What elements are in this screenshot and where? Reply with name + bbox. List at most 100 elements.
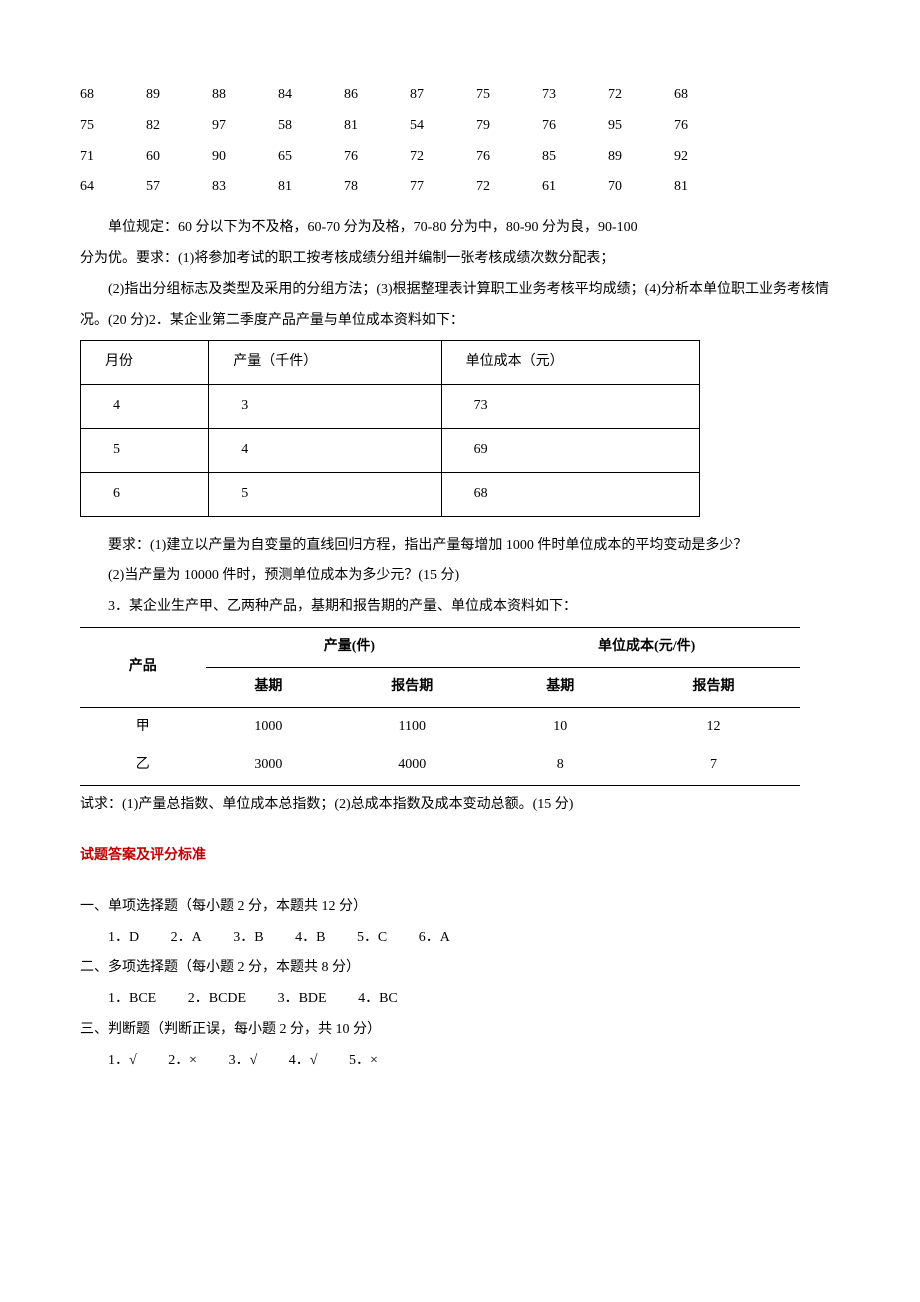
score-cell: 73 — [542, 80, 608, 111]
paragraph-q3: 3．某企业生产甲、乙两种产品，基期和报告期的产量、单位成本资料如下： — [80, 592, 840, 623]
table-cell: 12 — [627, 707, 800, 746]
ans2-4: 4．BC — [358, 991, 398, 1006]
ans2-1: 1．BCE — [108, 991, 156, 1006]
score-cell: 86 — [344, 80, 410, 111]
score-cell: 89 — [608, 142, 674, 173]
score-cell: 76 — [476, 142, 542, 173]
score-cell: 57 — [146, 172, 212, 203]
table-cell: 5 — [209, 472, 441, 516]
ans3-5: 5．× — [349, 1053, 378, 1068]
score-cell: 71 — [80, 142, 146, 173]
ans1-4: 4．B — [295, 930, 325, 945]
table-cell: 68 — [441, 472, 699, 516]
score-cell: 70 — [608, 172, 674, 203]
table-row: 5469 — [81, 428, 700, 472]
ans2-3: 3．BDE — [278, 991, 327, 1006]
ans1-1: 1．D — [108, 930, 139, 945]
table-cell: 1100 — [331, 707, 493, 746]
score-cell: 75 — [80, 111, 146, 142]
score-cell: 82 — [146, 111, 212, 142]
table1-header-month: 月份 — [81, 341, 209, 385]
paragraph-q2: (2)当产量为 10000 件时，预测单位成本为多少元？(15 分) — [80, 561, 840, 592]
paragraph-q1: 要求：(1)建立以产量为自变量的直线回归方程，指出产量每增加 1000 件时单位… — [80, 531, 840, 562]
table-row: 6568 — [81, 472, 700, 516]
t2-output-header: 产量(件) — [206, 627, 494, 667]
score-cell: 77 — [410, 172, 476, 203]
table-row: 甲100011001012 — [80, 707, 800, 746]
table2-body: 甲100011001012乙3000400087 — [80, 707, 800, 786]
table-row: 4373 — [81, 385, 700, 429]
t2-product-header: 产品 — [80, 627, 206, 707]
t2-cost-header: 单位成本(元/件) — [493, 627, 800, 667]
score-cell: 54 — [410, 111, 476, 142]
section1-answers: 1．D 2．A 3．B 4．B 5．C 6．A — [80, 923, 840, 954]
section2-answers: 1．BCE 2．BCDE 3．BDE 4．BC — [80, 984, 840, 1015]
score-cell: 76 — [542, 111, 608, 142]
score-cell: 88 — [212, 80, 278, 111]
score-cell: 95 — [608, 111, 674, 142]
score-grid-body: 6889888486877573726875829758815479769576… — [80, 80, 740, 203]
ans1-6: 6．A — [419, 930, 450, 945]
table-cell: 73 — [441, 385, 699, 429]
score-cell: 87 — [410, 80, 476, 111]
paragraph-req1: 分为优。要求：(1)将参加考试的职工按考核成绩分组并编制一张考核成绩次数分配表； — [80, 244, 840, 275]
table-cell: 乙 — [80, 746, 206, 785]
paragraph-req2: (2)指出分组标志及类型及采用的分组方法；(3)根据整理表计算职工业务考核平均成… — [80, 275, 840, 337]
score-cell: 72 — [410, 142, 476, 173]
section3-title: 三、判断题（判断正误，每小题 2 分，共 10 分） — [80, 1015, 840, 1046]
score-cell: 97 — [212, 111, 278, 142]
table1-body: 437354696568 — [81, 385, 700, 516]
table-cell: 5 — [81, 428, 209, 472]
answer-key-title: 试题答案及评分标准 — [80, 841, 840, 872]
ans1-5: 5．C — [357, 930, 387, 945]
paragraph-rule: 单位规定：60 分以下为不及格，60-70 分为及格，70-80 分为中，80-… — [80, 213, 840, 244]
ans3-4: 4．√ — [289, 1053, 318, 1068]
score-cell: 65 — [278, 142, 344, 173]
table-cell: 4 — [209, 428, 441, 472]
section3-answers: 1．√ 2．× 3．√ 4．√ 5．× — [80, 1046, 840, 1077]
score-cell: 90 — [212, 142, 278, 173]
section1-title: 一、单项选择题（每小题 2 分，本题共 12 分） — [80, 892, 840, 923]
score-cell: 92 — [674, 142, 740, 173]
score-cell: 72 — [608, 80, 674, 111]
t2-base1: 基期 — [206, 667, 332, 707]
paragraph-q4: 试求：(1)产量总指数、单位成本总指数；(2)总成本指数及成本变动总额。(15 … — [80, 790, 840, 821]
score-cell: 81 — [674, 172, 740, 203]
table-row: 乙3000400087 — [80, 746, 800, 785]
score-row: 68898884868775737268 — [80, 80, 740, 111]
score-cell: 68 — [80, 80, 146, 111]
table1-header-output: 产量（千件） — [209, 341, 441, 385]
score-cell: 89 — [146, 80, 212, 111]
score-row: 64578381787772617081 — [80, 172, 740, 203]
score-cell: 78 — [344, 172, 410, 203]
table-cell: 6 — [81, 472, 209, 516]
score-cell: 61 — [542, 172, 608, 203]
table1-header-cost: 单位成本（元） — [441, 341, 699, 385]
score-cell: 58 — [278, 111, 344, 142]
ans1-3: 3．B — [233, 930, 263, 945]
table-cell: 甲 — [80, 707, 206, 746]
table-cell: 1000 — [206, 707, 332, 746]
score-cell: 84 — [278, 80, 344, 111]
score-cell: 60 — [146, 142, 212, 173]
score-row: 75829758815479769576 — [80, 111, 740, 142]
score-cell: 83 — [212, 172, 278, 203]
score-cell: 81 — [344, 111, 410, 142]
table-cell: 3000 — [206, 746, 332, 785]
ans3-3: 3．√ — [229, 1053, 258, 1068]
score-cell: 64 — [80, 172, 146, 203]
score-cell: 72 — [476, 172, 542, 203]
ans3-2: 2．× — [168, 1053, 197, 1068]
table-cell: 69 — [441, 428, 699, 472]
section2-title: 二、多项选择题（每小题 2 分，本题共 8 分） — [80, 953, 840, 984]
table-cell: 8 — [493, 746, 627, 785]
ans1-2: 2．A — [171, 930, 202, 945]
t2-report1: 报告期 — [331, 667, 493, 707]
table-cell: 3 — [209, 385, 441, 429]
t2-report2: 报告期 — [627, 667, 800, 707]
table-cell: 7 — [627, 746, 800, 785]
table-cell: 10 — [493, 707, 627, 746]
table-cell: 4 — [81, 385, 209, 429]
table-cell: 4000 — [331, 746, 493, 785]
score-cell: 81 — [278, 172, 344, 203]
